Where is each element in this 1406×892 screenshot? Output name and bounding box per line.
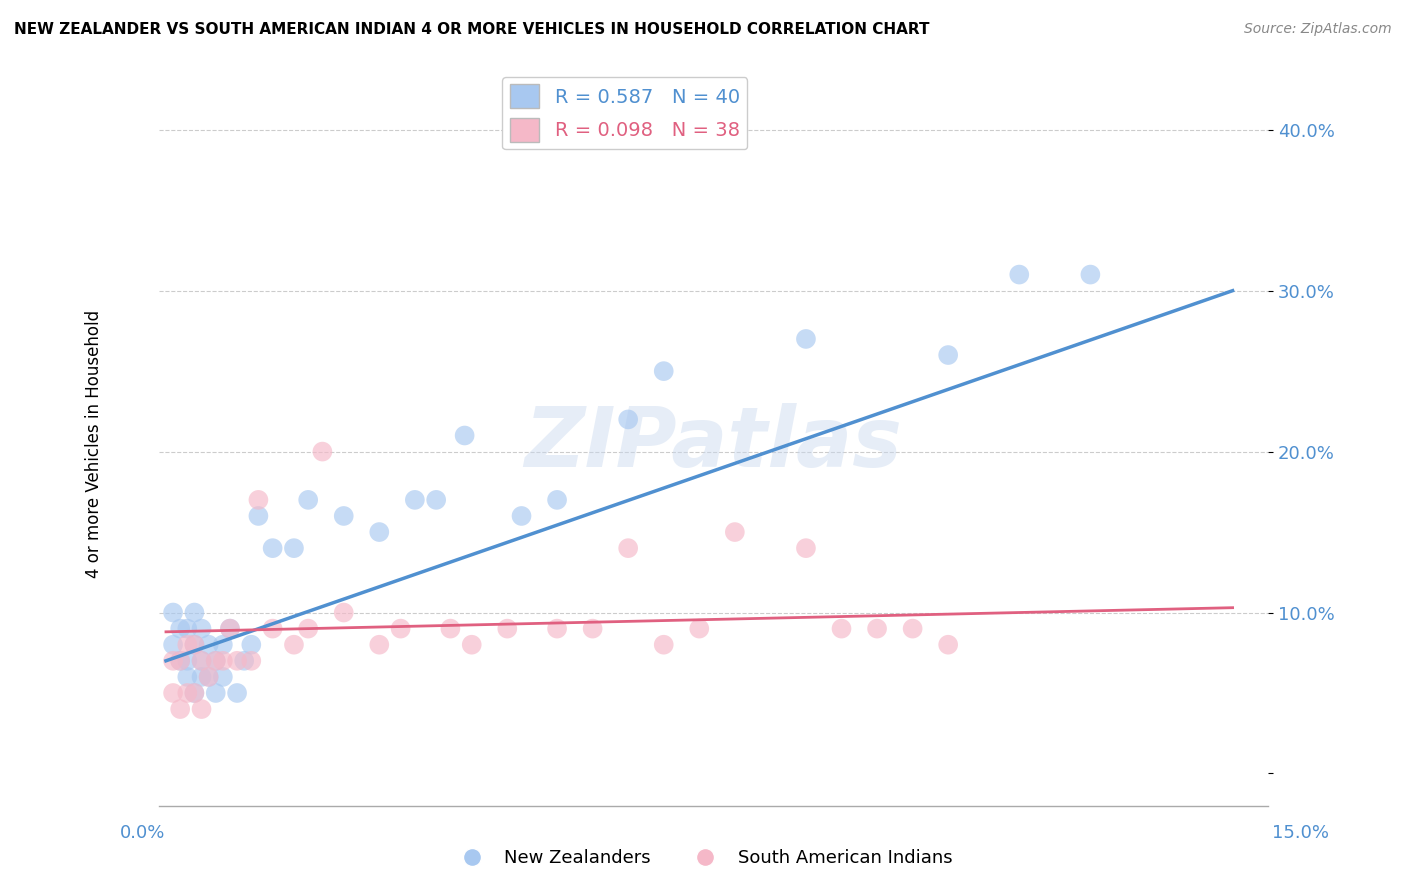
Point [510, 508, 533, 523]
Point [866, 622, 889, 636]
Point [724, 524, 747, 539]
Point [496, 622, 519, 636]
Point [183, 638, 205, 652]
Point [368, 638, 391, 652]
Point [311, 444, 333, 458]
Text: ZIPatlas: ZIPatlas [524, 403, 903, 484]
Point [404, 492, 426, 507]
Point [1008, 268, 1031, 282]
Point [901, 622, 924, 636]
Point [212, 654, 235, 668]
Point [461, 638, 484, 652]
Point [212, 638, 235, 652]
Point [226, 686, 249, 700]
Point [169, 622, 191, 636]
Point [183, 638, 205, 652]
Point [425, 492, 447, 507]
Point [162, 686, 184, 700]
Point [183, 686, 205, 700]
Point [190, 654, 212, 668]
Point [233, 654, 256, 668]
Point [162, 654, 184, 668]
Point [197, 638, 219, 652]
Y-axis label: 4 or more Vehicles in Household: 4 or more Vehicles in Household [86, 310, 103, 578]
Point [219, 622, 242, 636]
Point [262, 622, 284, 636]
Text: NEW ZEALANDER VS SOUTH AMERICAN INDIAN 4 OR MORE VEHICLES IN HOUSEHOLD CORRELATI: NEW ZEALANDER VS SOUTH AMERICAN INDIAN 4… [14, 22, 929, 37]
Point [183, 686, 205, 700]
Point [176, 638, 198, 652]
Point [204, 686, 226, 700]
Point [262, 541, 284, 556]
Point [190, 654, 212, 668]
Point [204, 654, 226, 668]
Point [176, 686, 198, 700]
Point [617, 412, 640, 426]
Point [212, 670, 235, 684]
Point [197, 670, 219, 684]
Point [688, 622, 710, 636]
Point [176, 670, 198, 684]
Point [226, 654, 249, 668]
Point [652, 364, 675, 378]
Point [794, 332, 817, 346]
Point [190, 702, 212, 716]
Point [546, 622, 568, 636]
Point [183, 606, 205, 620]
Point [190, 622, 212, 636]
Point [190, 670, 212, 684]
Point [169, 654, 191, 668]
Point [831, 622, 853, 636]
Point [297, 622, 319, 636]
Point [176, 654, 198, 668]
Point [204, 654, 226, 668]
Point [617, 541, 640, 556]
Point [247, 492, 270, 507]
Point [283, 541, 305, 556]
Point [240, 654, 263, 668]
Point [162, 606, 184, 620]
Legend: New Zealanders, South American Indians: New Zealanders, South American Indians [447, 842, 959, 874]
Point [283, 638, 305, 652]
Legend: R = 0.587   N = 40, R = 0.098   N = 38: R = 0.587 N = 40, R = 0.098 N = 38 [502, 77, 748, 150]
Point [332, 508, 354, 523]
Point [176, 622, 198, 636]
Point [332, 606, 354, 620]
Point [581, 622, 603, 636]
Point [453, 428, 475, 442]
Point [197, 670, 219, 684]
Point [169, 654, 191, 668]
Text: 15.0%: 15.0% [1271, 824, 1329, 842]
Point [368, 524, 391, 539]
Point [169, 702, 191, 716]
Point [936, 348, 959, 362]
Text: Source: ZipAtlas.com: Source: ZipAtlas.com [1244, 22, 1392, 37]
Point [439, 622, 461, 636]
Point [297, 492, 319, 507]
Point [652, 638, 675, 652]
Point [1080, 268, 1102, 282]
Point [219, 622, 242, 636]
Point [162, 638, 184, 652]
Point [936, 638, 959, 652]
Point [247, 508, 270, 523]
Point [546, 492, 568, 507]
Point [389, 622, 412, 636]
Point [240, 638, 263, 652]
Text: 0.0%: 0.0% [120, 824, 165, 842]
Point [794, 541, 817, 556]
